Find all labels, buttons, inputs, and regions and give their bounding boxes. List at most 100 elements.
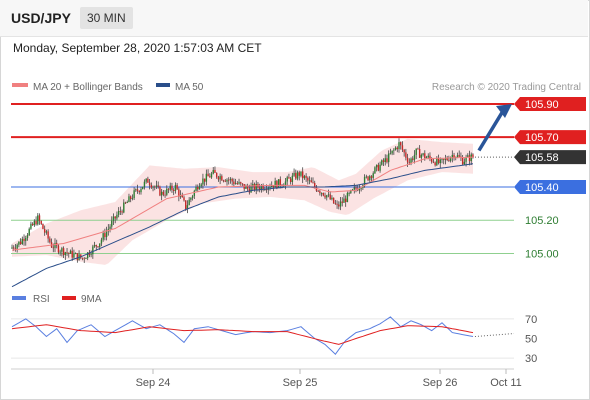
- candle-body: [104, 233, 106, 238]
- candle-body: [372, 173, 374, 178]
- rsi-legend-swatch: [12, 296, 26, 300]
- candle-body: [461, 158, 464, 165]
- candle-body: [401, 145, 404, 150]
- candle-body: [152, 186, 154, 188]
- candle-body: [358, 188, 361, 191]
- candle-body: [71, 250, 73, 258]
- chart-datetime: Monday, September 28, 2020 1:57:03 AM CE…: [13, 41, 262, 55]
- candle-body: [190, 197, 192, 200]
- candle-body: [332, 197, 335, 204]
- candle-body: [350, 190, 352, 193]
- candle-body: [437, 158, 440, 164]
- candle-body: [112, 216, 115, 221]
- candle-body: [37, 215, 39, 225]
- candle-body: [355, 187, 357, 189]
- candle-body: [13, 247, 15, 249]
- candle-body: [100, 239, 103, 244]
- candle-body: [343, 198, 345, 203]
- candle-body: [418, 149, 421, 158]
- rsi-tick-50: 50: [525, 334, 537, 346]
- candle-body: [451, 154, 454, 158]
- candle-body: [176, 184, 178, 190]
- candle-body: [25, 238, 27, 241]
- candle-body: [379, 164, 381, 171]
- candle-body: [221, 176, 223, 181]
- candle-body: [35, 220, 37, 225]
- level-label-1: 105.70: [525, 132, 559, 144]
- candle-body: [427, 155, 429, 158]
- candle-body: [62, 248, 65, 256]
- candle-body: [334, 203, 337, 205]
- candle-body: [215, 172, 218, 178]
- candle-body: [441, 159, 443, 160]
- candle-body: [408, 162, 411, 164]
- candle-body: [90, 254, 92, 256]
- candle-body: [346, 192, 349, 203]
- candle-body: [26, 235, 29, 239]
- ma20-legend-label: MA 20 + Bollinger Bands: [33, 82, 143, 93]
- candle-body: [40, 221, 42, 224]
- candle-body: [425, 157, 428, 159]
- candle-body: [207, 173, 209, 177]
- candle-body: [83, 258, 85, 260]
- candle-body: [320, 192, 323, 194]
- candle-body: [128, 196, 130, 203]
- candle-body: [381, 160, 383, 165]
- candle-body: [88, 252, 91, 256]
- candle-body: [463, 161, 466, 165]
- candle-body: [265, 189, 268, 191]
- candle-body: [160, 191, 163, 196]
- level-label-0: 105.90: [525, 99, 559, 111]
- candle-body: [33, 220, 36, 226]
- candle-body: [140, 189, 142, 193]
- candle-body: [205, 173, 208, 182]
- candle-body: [374, 167, 376, 174]
- candle-body: [255, 183, 257, 190]
- ma9-legend-swatch: [62, 296, 76, 300]
- candle-body: [434, 162, 436, 166]
- candle-body: [92, 246, 94, 255]
- ma20-legend-swatch: [12, 83, 28, 87]
- candle-body: [341, 201, 343, 203]
- candle-body: [430, 158, 433, 162]
- candle-body: [99, 243, 101, 247]
- candle-body: [453, 154, 455, 158]
- candle-body: [319, 191, 321, 194]
- candle-body: [279, 179, 282, 186]
- x-tick-label-0: Sep 24: [136, 377, 171, 389]
- x-tick-label-2: Sep 26: [423, 377, 458, 389]
- candle-body: [102, 233, 104, 240]
- candle-body: [80, 254, 82, 258]
- candle-body: [443, 159, 445, 160]
- candle-body: [191, 196, 194, 198]
- candle-body: [18, 241, 20, 245]
- candle-body: [234, 183, 237, 185]
- candle-body: [391, 150, 393, 154]
- candle-body: [16, 244, 18, 249]
- candle-body: [188, 199, 190, 206]
- candle-body: [258, 187, 261, 190]
- candle-body: [286, 177, 288, 182]
- candle-body: [143, 181, 146, 187]
- timeframe-button[interactable]: 30 MIN: [80, 7, 133, 29]
- candle-body: [159, 186, 161, 196]
- candle-body: [413, 154, 416, 160]
- candle-body: [308, 180, 311, 182]
- candle-body: [295, 172, 297, 179]
- candle-body: [406, 157, 409, 163]
- candle-body: [338, 204, 340, 207]
- candle-body: [322, 192, 325, 196]
- rsi-projection-guide: [474, 333, 515, 338]
- candle-body: [61, 248, 63, 252]
- candle-body: [117, 211, 120, 215]
- candle-body: [240, 182, 242, 184]
- candle-body: [253, 183, 256, 190]
- projection-arrow-head: [496, 103, 512, 118]
- candle-body: [174, 184, 177, 191]
- candle-body: [467, 155, 469, 158]
- candle-body: [377, 164, 380, 171]
- candle-body: [45, 231, 48, 233]
- candle-body: [148, 182, 151, 186]
- candle-body: [403, 149, 405, 153]
- level-label-3: 105.20: [525, 215, 559, 227]
